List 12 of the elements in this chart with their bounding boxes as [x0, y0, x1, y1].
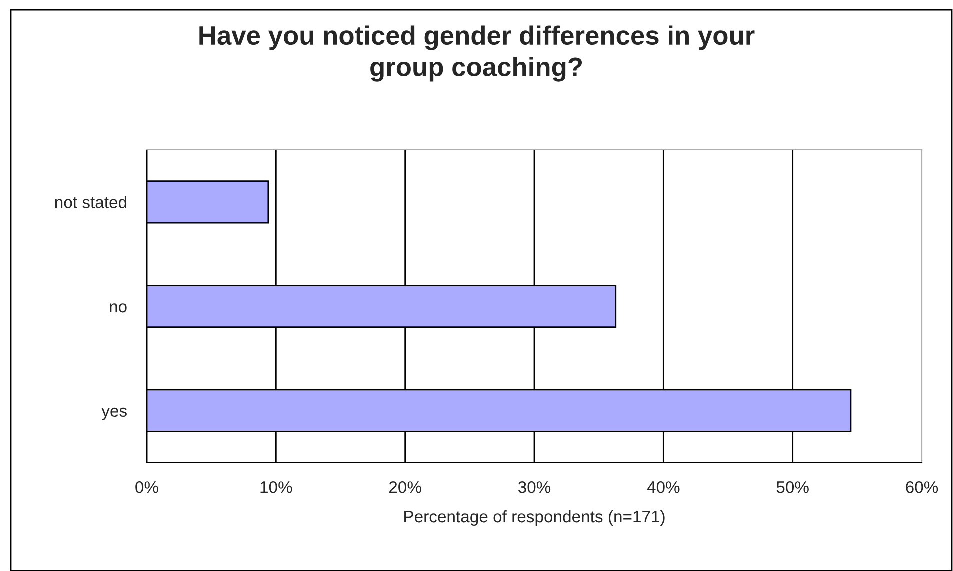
y-tick-label: no: [110, 304, 127, 313]
x-tick-label: 20%: [389, 481, 422, 494]
chart-title: Have you noticed gender differences in your group coaching?: [200, 26, 755, 82]
x-tick-label: 0%: [136, 481, 158, 494]
x-tick-label: 40%: [647, 481, 680, 494]
y-tick-label: not stated: [55, 196, 126, 208]
x-tick-label: 30%: [518, 481, 551, 494]
x-tick-label: 10%: [260, 481, 292, 494]
x-tick-label: 50%: [776, 481, 809, 494]
x-axis-title: Percentage of respondents (n=171): [404, 510, 665, 526]
x-tick-label: 60%: [906, 481, 938, 494]
y-tick-label: yes: [102, 408, 127, 420]
